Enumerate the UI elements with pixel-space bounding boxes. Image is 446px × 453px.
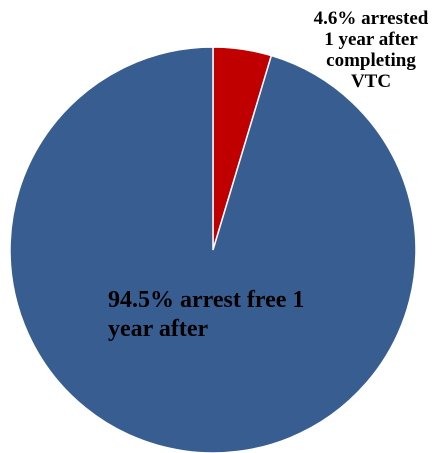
pie-slice-arrest-free <box>9 46 417 453</box>
slice-label-arrested: 4.6% arrested 1 year after completing VT… <box>313 8 429 92</box>
slice-label-arrest-free: 94.5% arrest free 1 year after <box>108 287 305 342</box>
pie-slices <box>9 46 417 453</box>
